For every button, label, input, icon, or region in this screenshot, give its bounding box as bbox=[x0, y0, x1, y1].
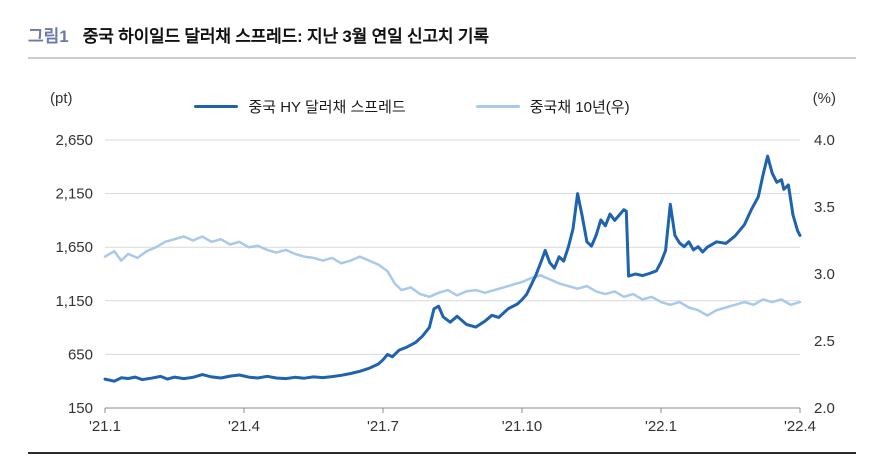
chart-legend: 중국 HY 달러채 스프레드 중국채 10년(우) bbox=[0, 96, 824, 117]
series-line-0 bbox=[103, 154, 802, 383]
x-axis-tick-label: '22.4 bbox=[784, 418, 816, 435]
legend-item-spread: 중국 HY 달러채 스프레드 bbox=[194, 96, 406, 117]
ten-year-line-swatch bbox=[475, 105, 520, 108]
right-axis-tick-label: 2.5 bbox=[814, 333, 835, 350]
series-line-1 bbox=[103, 235, 802, 317]
x-axis-tick-label: '22.1 bbox=[645, 418, 677, 435]
left-axis-tick-label: 2,650 bbox=[55, 132, 93, 149]
figure-header: 그림1 중국 하이일드 달러채 스프레드: 지난 3월 연일 신고치 기록 bbox=[28, 22, 856, 59]
left-axis-tick-label: 150 bbox=[68, 400, 93, 417]
x-axis-tick-label: '21.10 bbox=[502, 418, 542, 435]
x-axis-tick-label: '21.7 bbox=[367, 418, 399, 435]
footer-rule bbox=[28, 452, 856, 454]
right-axis-tick-label: 4.0 bbox=[814, 132, 835, 149]
right-axis-tick-label: 2.0 bbox=[814, 400, 835, 417]
right-axis-tick-label: 3.0 bbox=[814, 266, 835, 283]
left-axis-tick-label: 650 bbox=[68, 346, 93, 363]
left-axis-unit-label: (pt) bbox=[50, 90, 73, 107]
spread-line-swatch bbox=[194, 105, 239, 108]
ten-year-series-label: 중국채 10년(우) bbox=[529, 99, 630, 116]
right-axis-tick-label: 3.5 bbox=[814, 199, 835, 216]
legend-item-10y: 중국채 10년(우) bbox=[475, 96, 630, 117]
x-axis-tick-label: '21.4 bbox=[228, 418, 260, 435]
left-axis-tick-label: 2,150 bbox=[55, 186, 93, 203]
left-axis-tick-label: 1,150 bbox=[55, 293, 93, 310]
figure-title: 중국 하이일드 달러채 스프레드: 지난 3월 연일 신고치 기록 bbox=[82, 27, 489, 46]
spread-series-label: 중국 HY 달러채 스프레드 bbox=[248, 99, 406, 116]
left-axis-tick-label: 1,650 bbox=[55, 239, 93, 256]
right-axis-unit-label: (%) bbox=[812, 90, 836, 107]
chart-plot: 150 650 1,150 1,650 2,150 2,650 2.0 2.5 3.0 3.5 4.… bbox=[55, 132, 835, 435]
figure-number-tag: 그림1 bbox=[28, 27, 69, 46]
x-axis-tick-label: '21.1 bbox=[89, 418, 121, 435]
